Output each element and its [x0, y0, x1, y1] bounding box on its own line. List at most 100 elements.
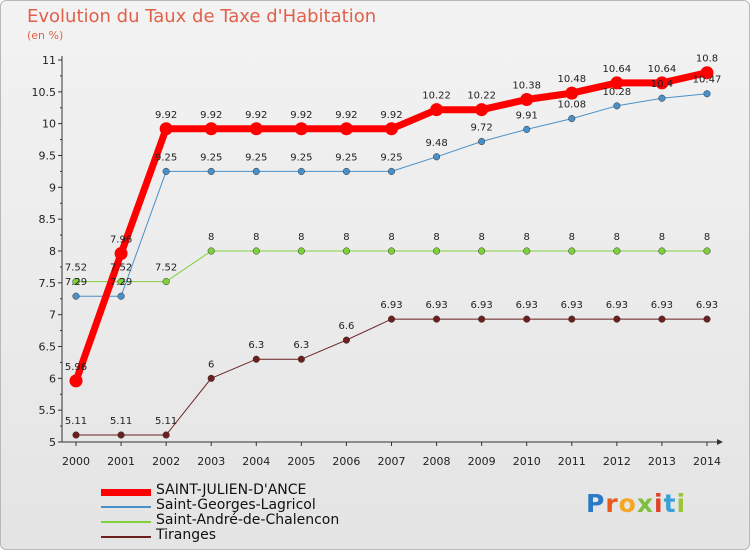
y-tick-label: 11: [42, 54, 56, 67]
data-point: [568, 115, 576, 123]
data-label: 10.64: [603, 64, 632, 75]
y-tick-label: 6.5: [39, 341, 57, 354]
data-point: [523, 247, 531, 255]
data-point: [297, 167, 305, 175]
legend-item: Saint-Georges-Lagricol: [101, 497, 361, 515]
data-point: [523, 315, 531, 323]
data-label: 9.92: [155, 110, 177, 121]
data-point: [114, 247, 128, 261]
data-label: 10.4: [651, 79, 673, 90]
legend-label: Saint-Georges-Lagricol: [156, 497, 316, 513]
data-label: 9.25: [380, 152, 402, 163]
data-label: 10.47: [693, 75, 722, 86]
data-label: 6.3: [248, 340, 264, 351]
x-tick-label: 2012: [603, 455, 631, 468]
logo-letter: i: [676, 489, 687, 518]
data-point: [478, 247, 486, 255]
data-label: 10.48: [557, 74, 586, 85]
data-point: [342, 247, 350, 255]
data-point: [433, 247, 441, 255]
logo-letter: i: [654, 489, 664, 518]
data-point: [610, 76, 624, 90]
y-tick-label: 5: [49, 436, 56, 449]
y-tick-label: 7.5: [39, 277, 57, 290]
data-label: 8: [298, 232, 304, 243]
data-point: [72, 278, 80, 286]
legend-swatch: [101, 521, 151, 523]
logo-letter: t: [663, 489, 677, 518]
data-point: [703, 315, 711, 323]
data-labels: 5.96 7.96 9.92 9.92 9.92 9.92 9.92 9.92 10.22 10.…: [65, 54, 721, 427]
data-label: 10.38: [512, 80, 541, 91]
y-tick-label: 6: [49, 372, 56, 385]
data-label: 6.93: [471, 300, 493, 311]
y-tick-label: 8: [49, 245, 56, 258]
data-point: [207, 167, 215, 175]
data-label: 6.93: [380, 300, 402, 311]
data-label: 9.25: [155, 152, 177, 163]
data-point: [613, 247, 621, 255]
data-label: 6.93: [516, 300, 538, 311]
data-label: 6.93: [561, 300, 583, 311]
data-point: [658, 247, 666, 255]
data-point: [520, 92, 534, 106]
data-label: 8: [208, 232, 214, 243]
data-label: 9.25: [290, 152, 312, 163]
data-point: [162, 167, 170, 175]
data-label: 5.11: [110, 416, 132, 427]
chart-axes: 5 5.5 6 6.5 7 7.5 8 8.5 9 9.5 10 10.5 11 2000 2001 2002…: [32, 54, 723, 468]
data-point: [204, 122, 218, 136]
data-label: 8: [704, 232, 710, 243]
data-label: 9.92: [335, 110, 357, 121]
data-label: 8: [433, 232, 439, 243]
data-point: [339, 122, 353, 136]
legend-item: SAINT-JULIEN-D'ANCE: [101, 482, 361, 500]
data-label: 9.25: [200, 152, 222, 163]
proxiti-logo: Proxiti: [586, 489, 686, 518]
x-tick-label: 2005: [287, 455, 315, 468]
y-tick-label: 5.5: [39, 404, 57, 417]
data-point: [478, 137, 486, 146]
data-label: 7.29: [110, 277, 132, 288]
data-point: [294, 122, 308, 136]
chart-title: Evolution du Taux de Taxe d'Habitation: [27, 6, 377, 27]
data-label: 5.11: [155, 416, 177, 427]
data-label: 8: [659, 232, 665, 243]
data-label: 9.92: [290, 110, 312, 121]
y-tick-label: 10: [42, 118, 56, 131]
legend-label: SAINT-JULIEN-D'ANCE: [156, 482, 307, 498]
data-label: 6.93: [606, 300, 628, 311]
data-point: [523, 125, 531, 133]
data-point: [117, 292, 125, 300]
x-tick-label: 2004: [242, 455, 270, 468]
x-tick-label: 2014: [693, 455, 721, 468]
data-label: 6.93: [651, 300, 673, 311]
data-point: [342, 336, 350, 344]
legend-swatch: [101, 536, 151, 538]
y-tick-label: 8.5: [39, 213, 57, 226]
data-point: [159, 122, 173, 136]
x-tick-label: 2001: [107, 455, 135, 468]
x-tick-label: 2008: [423, 455, 451, 468]
data-label: 6: [208, 359, 214, 370]
data-label: 7.96: [110, 235, 132, 246]
data-point: [565, 86, 579, 100]
data-label: 10.28: [603, 87, 632, 98]
x-tick-label: 2010: [513, 455, 541, 468]
data-point: [387, 315, 396, 323]
data-label: 10.08: [557, 100, 586, 111]
data-point: [475, 103, 489, 117]
data-label: 8: [343, 232, 349, 243]
data-label: 7.52: [65, 263, 87, 274]
data-point: [433, 153, 441, 161]
legend-label: Tiranges: [156, 527, 217, 543]
data-label: 8: [253, 232, 259, 243]
data-label: 10.22: [467, 91, 496, 102]
data-point: [162, 278, 170, 286]
y-tick-label: 9.5: [39, 150, 57, 163]
x-tick-label: 2009: [468, 455, 496, 468]
data-point: [207, 374, 215, 382]
legend-swatch: [101, 488, 151, 496]
data-point: [297, 247, 305, 255]
data-label: 6.3: [293, 340, 309, 351]
